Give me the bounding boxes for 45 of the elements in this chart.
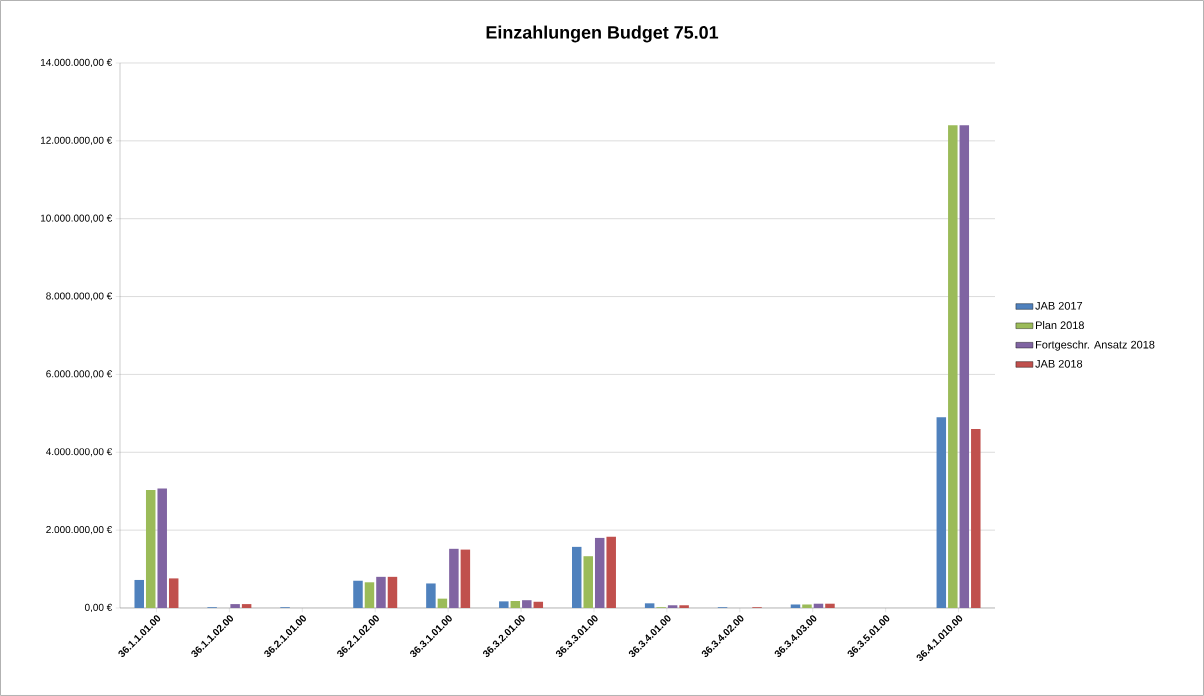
bar xyxy=(594,537,605,608)
bar xyxy=(583,556,593,608)
y-tick-label: 6.000.000,00 € xyxy=(46,370,113,379)
bar xyxy=(364,582,375,608)
bar xyxy=(679,605,689,608)
bar xyxy=(387,576,398,608)
bar xyxy=(533,601,544,608)
bar xyxy=(426,583,436,608)
bar xyxy=(230,604,240,608)
bar xyxy=(948,125,958,608)
bar xyxy=(825,603,835,608)
bar xyxy=(499,601,509,608)
y-tick-label: 12.000.000,00 € xyxy=(40,136,113,145)
bar xyxy=(241,604,252,608)
y-tick-label: 2.000.000,00 € xyxy=(46,526,113,535)
legend-label: JAB 2018 xyxy=(1035,359,1083,368)
bar xyxy=(522,600,532,608)
y-tick-label: 0,00 € xyxy=(84,603,113,613)
bar xyxy=(644,603,655,608)
bar xyxy=(449,548,459,608)
y-tick-label: 10.000.000,00 € xyxy=(40,214,113,223)
bar xyxy=(376,576,386,608)
bar xyxy=(936,417,947,608)
bar xyxy=(145,490,156,608)
legend-label: Fortgeschr. Ansatz 2018 xyxy=(1036,340,1155,351)
legend-label: JAB 2017 xyxy=(1035,301,1083,310)
chart-title: Einzahlungen Budget 75.01 xyxy=(486,25,719,43)
bar xyxy=(510,600,521,608)
bar xyxy=(168,578,179,608)
bar xyxy=(959,125,970,608)
bar xyxy=(157,488,167,608)
bar xyxy=(802,604,812,608)
y-tick-label: 14.000.000,00 € xyxy=(40,58,113,68)
bar xyxy=(353,580,363,608)
bar xyxy=(667,605,678,608)
bar xyxy=(790,604,801,608)
bar xyxy=(971,428,981,608)
y-tick-label: 8.000.000,00 € xyxy=(46,292,113,301)
bar xyxy=(460,549,471,608)
y-tick-label: 4.000.000,00 € xyxy=(45,448,113,457)
bar xyxy=(437,598,448,608)
bar xyxy=(606,536,616,608)
bar xyxy=(571,546,582,608)
bar xyxy=(134,579,144,608)
legend-label: Plan 2018 xyxy=(1036,321,1084,330)
